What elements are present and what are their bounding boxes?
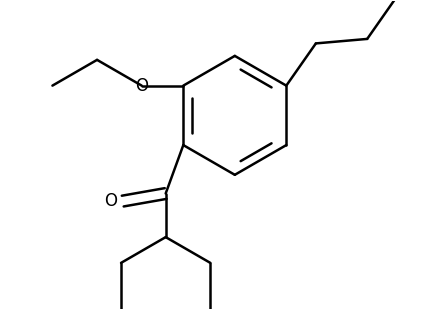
Text: O: O [135,77,148,95]
Text: O: O [104,192,117,210]
